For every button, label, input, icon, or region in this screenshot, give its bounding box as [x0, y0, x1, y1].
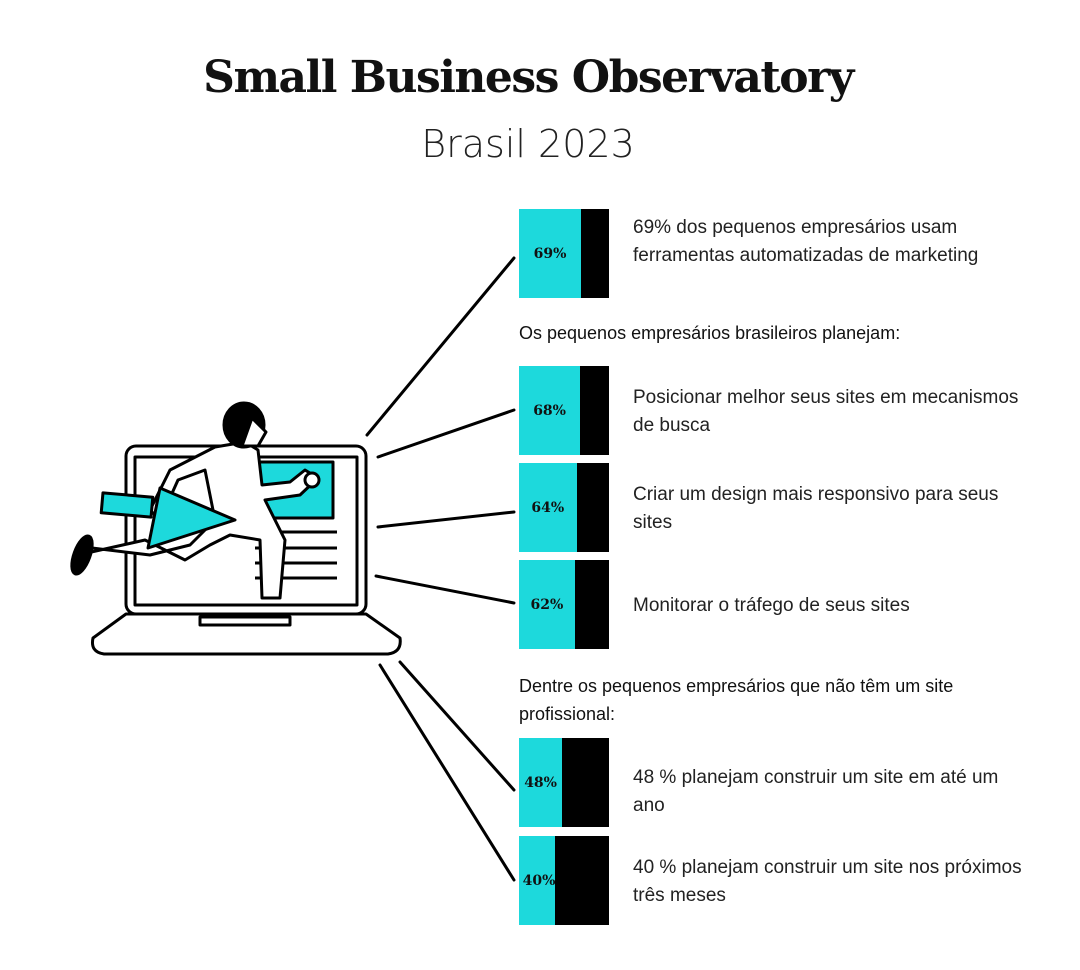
bar-2: 64%	[519, 463, 609, 552]
bar-description: 48 % planejam construir um site em até u…	[633, 767, 999, 816]
page-title: Small Business Observatory	[203, 52, 854, 103]
bar-fill	[519, 560, 575, 649]
connector-line	[374, 574, 516, 605]
bar-description: Monitorar o tráfego de seus sites	[633, 595, 910, 616]
connector-line	[398, 660, 516, 792]
connector-line	[378, 663, 516, 882]
bar-fill	[519, 836, 555, 925]
bar-description: Criar um design mais responsivo para seu…	[633, 484, 999, 533]
bar-5: 40%	[519, 836, 609, 925]
section-heading-plans: Os pequenos empresários brasileiros plan…	[519, 323, 901, 343]
connector-line	[365, 256, 516, 437]
bar-4: 48%	[519, 738, 609, 827]
connector-line	[376, 510, 516, 529]
bar-3: 62%	[519, 560, 609, 649]
bar-fill	[519, 209, 582, 298]
page-subtitle: Brasil 2023	[421, 122, 635, 166]
bar-description: 40 % planejam construir um site nos próx…	[633, 857, 1022, 906]
bar-1: 68%	[519, 366, 609, 455]
bar-fill	[519, 463, 577, 552]
runner-icon	[70, 401, 321, 600]
bar-description: Posicionar melhor seus sites em mecanism…	[633, 387, 1019, 436]
bar-value-label: 48%	[524, 774, 557, 791]
bar-0: 69%	[519, 209, 609, 298]
bar-value-label: 68%	[533, 402, 566, 419]
bar-value-label: 69%	[533, 245, 567, 262]
bar-description: 69% dos pequenos empresários usam ferram…	[633, 217, 979, 266]
connector-line	[376, 408, 516, 459]
bar-value-label: 40%	[522, 872, 556, 889]
section-heading-no-site: Dentre os pequenos empresários que não t…	[519, 676, 954, 724]
bar-value-label: 62%	[530, 596, 564, 613]
bar-fill	[519, 738, 563, 827]
bar-value-label: 64%	[531, 499, 565, 516]
bar-fill	[519, 366, 581, 455]
